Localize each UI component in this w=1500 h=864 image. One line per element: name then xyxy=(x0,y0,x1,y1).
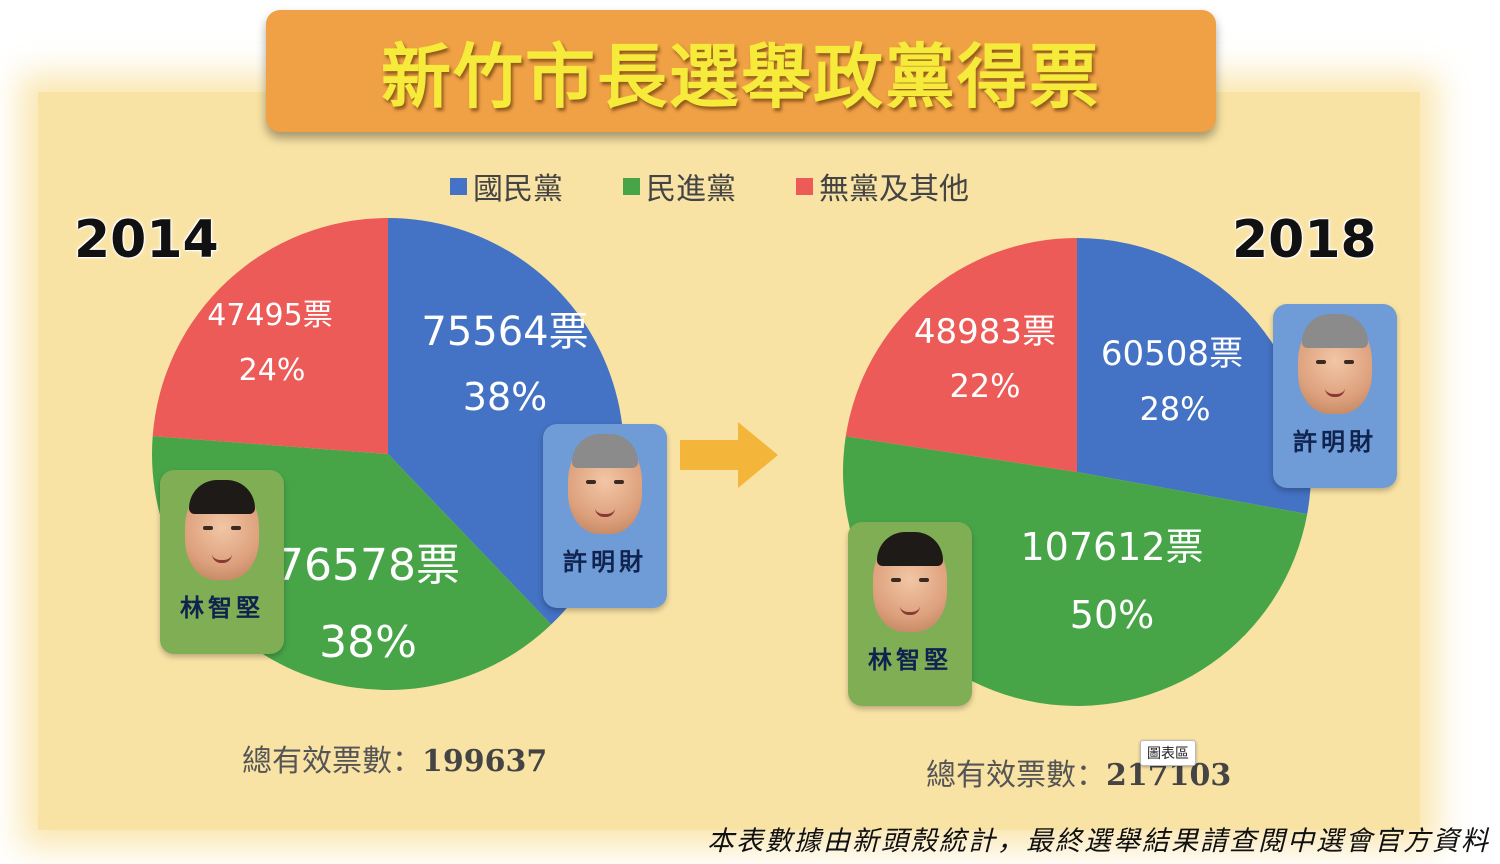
legend-item-other: 無黨及其他 xyxy=(796,164,969,208)
arrow-icon xyxy=(680,420,780,494)
total-votes-value-2014: 199637 xyxy=(422,744,548,779)
legend-swatch-dpp xyxy=(623,177,640,195)
legend-label-kmt: 國民黨 xyxy=(473,172,563,207)
total-votes-label-2018: 總有效票數： xyxy=(926,758,1106,793)
slice-votes-label-2018-dpp: 107612票 xyxy=(1020,525,1203,569)
legend-label-dpp: 民進黨 xyxy=(646,172,736,207)
candidate-card-dpp-2018: 林智堅 xyxy=(848,522,972,706)
total-votes-2014: 總有效票數：199637 xyxy=(242,736,547,780)
slice-percent-label-2018-dpp: 50% xyxy=(1070,593,1154,637)
legend: 國民黨 民進黨 無黨及其他 xyxy=(450,164,969,208)
pie-slice-2014-other xyxy=(152,218,388,454)
legend-swatch-kmt xyxy=(450,177,467,195)
candidate-name-dpp-2014: 林智堅 xyxy=(180,593,264,622)
candidate-photo-dpp-2014 xyxy=(185,480,259,580)
slice-votes-label-2018-kmt: 60508票 xyxy=(1101,334,1243,374)
title-banner: 新竹市長選舉政黨得票 xyxy=(266,10,1216,132)
year-label-2014: 2014 xyxy=(74,210,219,270)
pie-slice-2018-other xyxy=(845,238,1077,472)
candidate-card-kmt-2018: 許明財 xyxy=(1273,304,1397,488)
chart-area-tooltip: 圖表區 xyxy=(1140,740,1196,766)
candidate-card-kmt-2014: 許明財 xyxy=(543,424,667,608)
total-votes-label-2014: 總有效票數： xyxy=(242,744,422,779)
footnote: 本表數據由新頭殼統計，最終選舉結果請查閱中選會官方資料 xyxy=(707,826,1490,857)
slice-votes-label-2014-kmt: 75564票 xyxy=(421,309,588,355)
legend-item-dpp: 民進黨 xyxy=(623,164,736,208)
candidate-name-kmt-2018: 許明財 xyxy=(1293,427,1377,456)
slice-percent-label-2014-other: 24% xyxy=(239,353,306,388)
slice-percent-label-2014-dpp: 38% xyxy=(319,617,417,668)
slice-percent-label-2018-kmt: 28% xyxy=(1139,390,1210,428)
total-votes-2018: 總有效票數：217103 xyxy=(926,750,1231,794)
candidate-photo-kmt-2014 xyxy=(568,434,642,534)
chart-title: 新竹市長選舉政黨得票 xyxy=(381,35,1101,118)
candidate-photo-dpp-2018 xyxy=(873,532,947,632)
candidate-name-dpp-2018: 林智堅 xyxy=(868,645,952,674)
slice-votes-label-2014-dpp: 76578票 xyxy=(276,540,460,591)
slice-votes-label-2018-other: 48983票 xyxy=(914,312,1056,352)
slice-votes-label-2014-other: 47495票 xyxy=(207,298,332,333)
slice-percent-label-2018-other: 22% xyxy=(949,367,1020,405)
candidate-name-kmt-2014: 許明財 xyxy=(563,547,647,576)
legend-label-other: 無黨及其他 xyxy=(819,172,969,207)
candidate-photo-kmt-2018 xyxy=(1298,314,1372,414)
pie-slice-2018-kmt xyxy=(1077,238,1311,514)
legend-swatch-other xyxy=(796,177,813,195)
year-label-2018: 2018 xyxy=(1232,210,1377,270)
candidate-card-dpp-2014: 林智堅 xyxy=(160,470,284,654)
slice-percent-label-2014-kmt: 38% xyxy=(463,375,547,419)
legend-item-kmt: 國民黨 xyxy=(450,164,563,208)
